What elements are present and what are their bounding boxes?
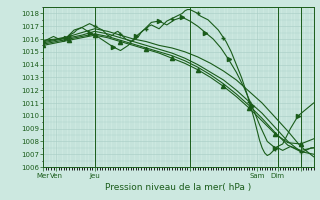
X-axis label: Pression niveau de la mer( hPa ): Pression niveau de la mer( hPa )	[105, 183, 252, 192]
